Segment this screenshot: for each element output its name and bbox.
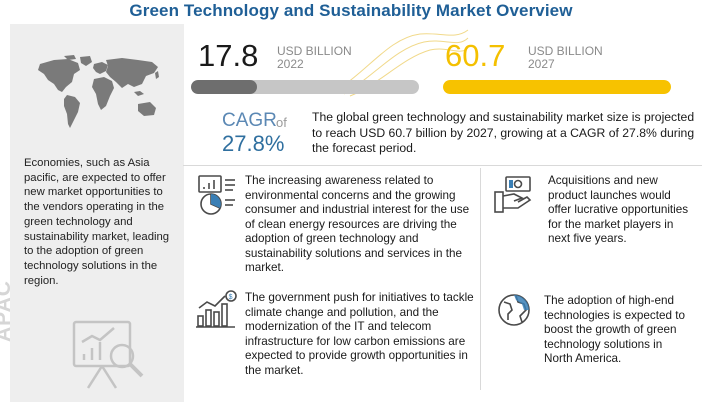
progress-fill-2022 <box>191 80 258 94</box>
driver-text: The increasing awareness related to envi… <box>245 174 470 274</box>
market-value-2027: 60.7 <box>445 38 506 73</box>
money-hand-icon <box>494 176 532 213</box>
left-panel: Economies, such as Asia pacific, are exp… <box>0 24 184 402</box>
growth-chart-icon: $ <box>196 290 237 328</box>
cagr-description: The global green technology and sustaina… <box>312 110 695 155</box>
cagr-value: 27.8% <box>222 131 285 156</box>
year-label: 2022 <box>277 57 304 71</box>
svg-text:$: $ <box>229 294 233 301</box>
driver-text: The government push for initiatives to t… <box>245 291 474 377</box>
page-title: Green Technology and Sustainability Mark… <box>129 1 573 20</box>
market-unit-2027: USD BILLION 2027 <box>528 45 603 71</box>
world-map-icon <box>38 55 159 128</box>
divider <box>480 168 481 390</box>
globe-icon <box>498 294 530 326</box>
region-text: Economies, such as Asia pacific, are exp… <box>24 157 170 287</box>
cagr-label: CAGR <box>222 110 277 131</box>
region-label: APAC <box>0 280 15 342</box>
year-label: 2027 <box>528 57 555 71</box>
cagr-of: of <box>276 115 287 130</box>
driver-text: Acquisitions and new product launches wo… <box>548 174 689 245</box>
progress-bar-2022 <box>191 80 419 94</box>
market-unit-2022: USD BILLION 2022 <box>277 45 352 71</box>
analytics-icon <box>198 175 235 215</box>
divider <box>183 165 702 166</box>
progress-fill-2027 <box>443 80 671 94</box>
research-chart-icon <box>72 320 144 389</box>
unit-label: USD BILLION <box>277 44 352 58</box>
unit-label: USD BILLION <box>528 44 603 58</box>
market-value-2022: 17.8 <box>198 38 259 73</box>
progress-bar-2027 <box>443 80 671 94</box>
driver-text: The adoption of high-end technologies is… <box>544 294 685 365</box>
